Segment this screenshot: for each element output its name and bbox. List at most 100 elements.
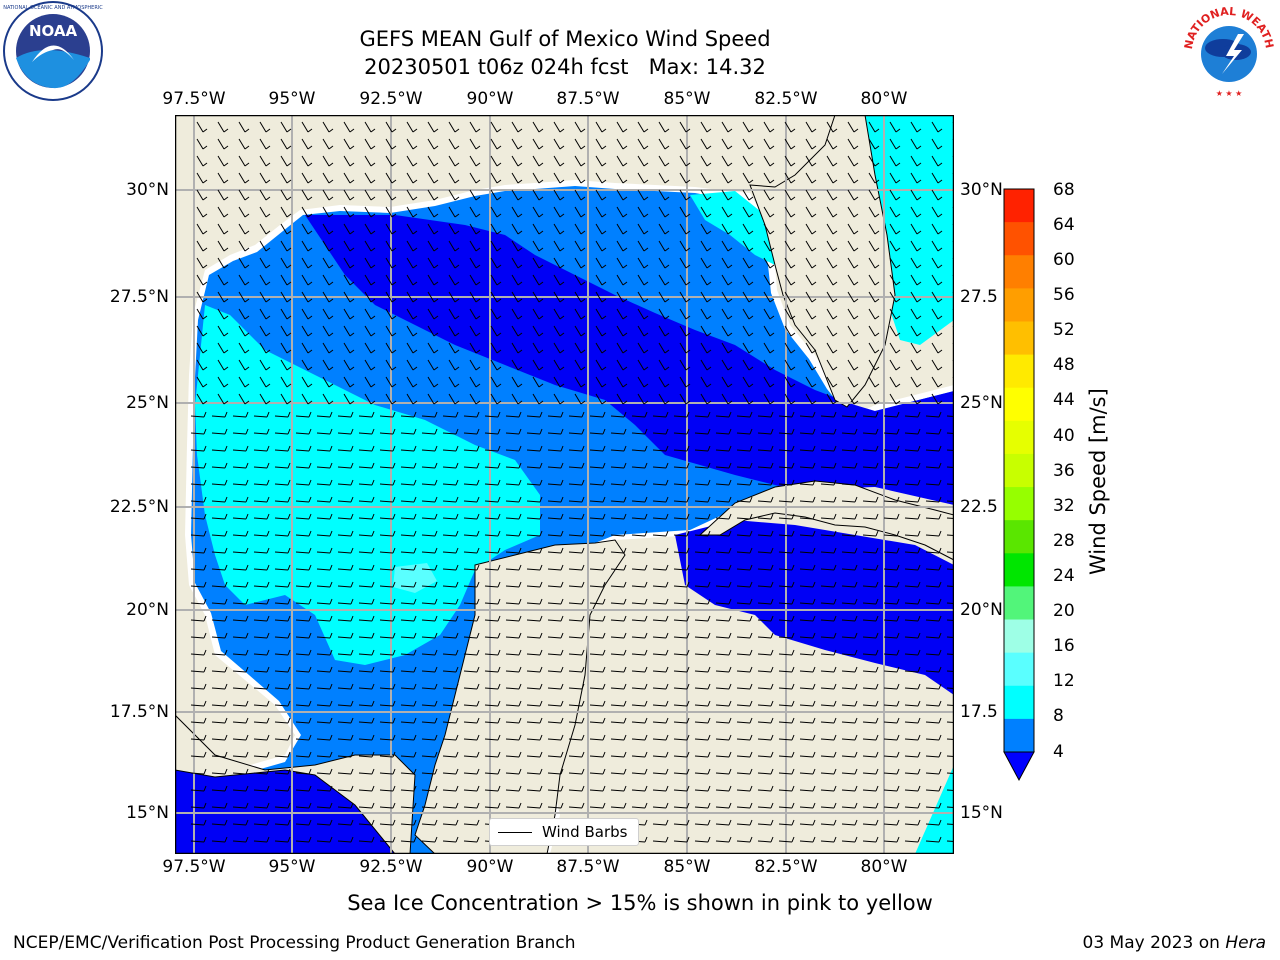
wind-barb (364, 274, 376, 286)
wind-barb (259, 342, 271, 354)
wind-barb (679, 257, 691, 269)
wind-barb (490, 155, 502, 167)
lon-tick-bottom: 97.5°W (162, 857, 226, 877)
wind-barb (904, 564, 921, 571)
wind-barb (679, 206, 691, 218)
wind-barb (526, 598, 543, 605)
wind-barb (295, 462, 312, 469)
wind-barb (190, 819, 207, 826)
wind-barb (826, 342, 838, 354)
wind-barb (337, 666, 354, 673)
wind-barb (511, 223, 523, 235)
wind-barb (505, 564, 522, 571)
wind-barb (400, 564, 417, 571)
wind-barb (526, 581, 543, 588)
wind-barb (757, 836, 774, 843)
wind-barb (673, 819, 690, 826)
wind-barb (652, 768, 669, 775)
colorbar-tick: 24 (1053, 566, 1075, 586)
wind-barb (379, 581, 396, 588)
wind-barb (364, 308, 376, 320)
wind-barb (196, 189, 208, 201)
wind-barb (595, 393, 607, 405)
colorbar-tick: 4 (1053, 742, 1064, 762)
wind-barb (757, 683, 774, 690)
wind-barb (463, 615, 480, 622)
wind-barb (820, 751, 837, 758)
wind-barb (868, 240, 880, 252)
wind-barb (694, 683, 711, 690)
colorbar-tick: 60 (1053, 250, 1075, 270)
wind-barb (904, 649, 921, 656)
map-subtitle: 20230501 t06z 024h fcst Max: 14.32 (364, 55, 766, 79)
wind-barb (904, 581, 921, 588)
wind-barb (463, 819, 480, 826)
wind-barb (595, 121, 607, 133)
wind-barb (757, 666, 774, 673)
wind-barb (400, 462, 417, 469)
wind-barb (631, 632, 648, 639)
wind-barb (337, 751, 354, 758)
wind-barb (841, 717, 858, 724)
wind-barb (238, 189, 250, 201)
wind-barb (700, 257, 712, 269)
wind-barb (694, 445, 711, 452)
wind-barb (400, 513, 417, 520)
wind-barb (400, 428, 417, 435)
wind-barb (421, 785, 438, 792)
wind-barb (253, 700, 270, 707)
wind-barb (631, 479, 648, 486)
wind-barb (799, 615, 816, 622)
wind-barb (364, 172, 376, 184)
wind-barb (253, 428, 270, 435)
wind-barb (274, 411, 291, 418)
lon-tick-bottom: 87.5°W (556, 857, 620, 877)
wind-barb (616, 206, 628, 218)
wind-barb (652, 513, 669, 520)
wind-barb (694, 462, 711, 469)
wind-barb (448, 274, 460, 286)
wind-barb (637, 155, 649, 167)
wind-barb (721, 172, 733, 184)
wind-barb (736, 462, 753, 469)
wind-barb (757, 479, 774, 486)
wind-barb (841, 530, 858, 537)
wind-barb (574, 121, 586, 133)
wind-barb (211, 598, 228, 605)
wind-barb (904, 802, 921, 809)
wind-barb (658, 342, 670, 354)
wind-barb (889, 342, 901, 354)
wind-barb (322, 223, 334, 235)
wind-barb (190, 615, 207, 622)
wind-barb (862, 479, 879, 486)
wind-barb (589, 598, 606, 605)
wind-barb (253, 581, 270, 588)
wind-barb (841, 751, 858, 758)
wind-barb (715, 564, 732, 571)
wind-barb (301, 257, 313, 269)
wind-barb (280, 206, 292, 218)
wind-barb (379, 785, 396, 792)
wind-barb (505, 581, 522, 588)
wind-barb (841, 700, 858, 707)
wind-barb (637, 274, 649, 286)
wind-barb (673, 734, 690, 741)
colorbar (1003, 188, 1035, 782)
wind-barb (883, 411, 900, 418)
wind-barb (658, 189, 670, 201)
wind-barb (532, 206, 544, 218)
wind-barb (280, 291, 292, 303)
wind-barb (595, 206, 607, 218)
wind-barb (574, 342, 586, 354)
wind-barb (406, 155, 418, 167)
wind-barb (883, 683, 900, 690)
wind-barb (505, 649, 522, 656)
wind-barb (589, 411, 606, 418)
wind-barb (862, 649, 879, 656)
wind-barb (196, 155, 208, 167)
wind-barb (883, 768, 900, 775)
wind-barb (358, 564, 375, 571)
wind-barb (883, 819, 900, 826)
wind-barb (322, 291, 334, 303)
wind-barb (931, 138, 943, 150)
